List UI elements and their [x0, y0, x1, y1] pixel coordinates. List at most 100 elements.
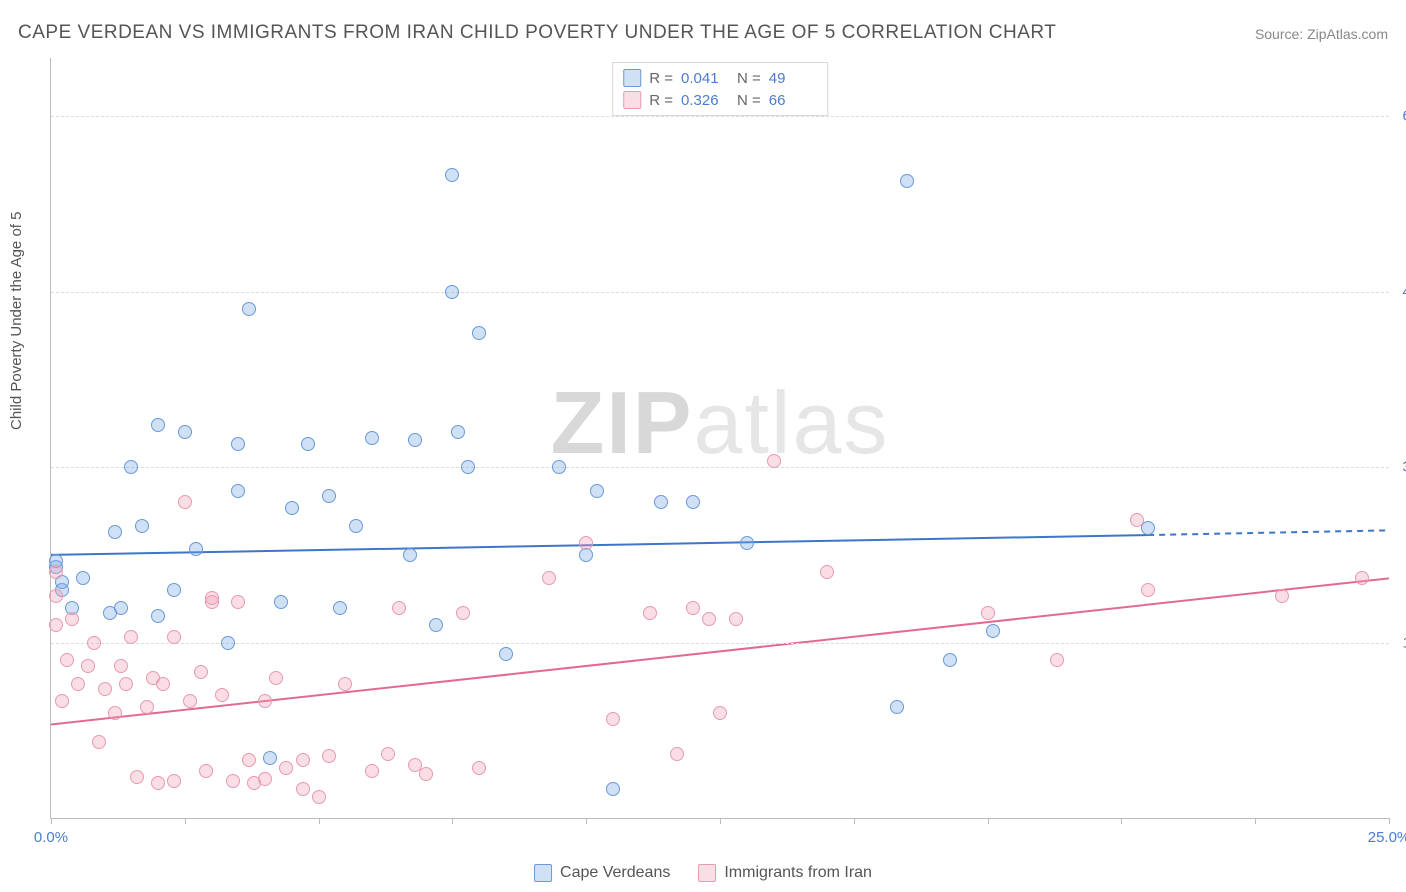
scatter-point [167, 630, 181, 644]
scatter-point [429, 618, 443, 632]
scatter-point [365, 431, 379, 445]
scatter-point [151, 418, 165, 432]
scatter-point [445, 285, 459, 299]
legend-stats-row: R = 0.326 N = 66 [623, 89, 817, 111]
scatter-point [338, 677, 352, 691]
scatter-point [205, 591, 219, 605]
scatter-point [472, 761, 486, 775]
scatter-point [151, 609, 165, 623]
r-value-blue: 0.041 [681, 70, 729, 87]
scatter-point [258, 694, 272, 708]
x-tick [988, 818, 989, 824]
scatter-point [986, 624, 1000, 638]
legend-swatch-blue [623, 69, 641, 87]
scatter-point [349, 519, 363, 533]
scatter-point [263, 751, 277, 765]
scatter-point [167, 583, 181, 597]
trend-line [51, 578, 1389, 724]
x-tick [1121, 818, 1122, 824]
scatter-point [108, 525, 122, 539]
legend-swatch-blue [534, 864, 552, 882]
y-tick-label: 45.0% [1395, 283, 1406, 300]
scatter-point [124, 630, 138, 644]
x-tick [1389, 818, 1390, 824]
scatter-point [445, 168, 459, 182]
scatter-point [124, 460, 138, 474]
watermark-bold: ZIP [551, 373, 694, 472]
scatter-point [499, 647, 513, 661]
scatter-point [231, 437, 245, 451]
scatter-point [242, 302, 256, 316]
scatter-point [643, 606, 657, 620]
x-tick [51, 818, 52, 824]
x-tick [185, 818, 186, 824]
scatter-point [108, 706, 122, 720]
scatter-point [542, 571, 556, 585]
plot-area: ZIPatlas R = 0.041 N = 49 R = 0.326 N = … [50, 58, 1389, 819]
trend-lines-layer [51, 58, 1389, 818]
scatter-point [333, 601, 347, 615]
scatter-point [156, 677, 170, 691]
chart-title: CAPE VERDEAN VS IMMIGRANTS FROM IRAN CHI… [18, 22, 1056, 44]
scatter-point [686, 601, 700, 615]
scatter-point [258, 772, 272, 786]
grid-line [51, 643, 1389, 644]
scatter-point [231, 484, 245, 498]
scatter-point [981, 606, 995, 620]
legend-stats: R = 0.041 N = 49 R = 0.326 N = 66 [612, 62, 828, 116]
scatter-point [226, 774, 240, 788]
scatter-point [194, 665, 208, 679]
scatter-point [472, 326, 486, 340]
legend-label: Cape Verdeans [560, 864, 670, 882]
scatter-point [1130, 513, 1144, 527]
scatter-point [1355, 571, 1369, 585]
x-tick [720, 818, 721, 824]
scatter-point [606, 782, 620, 796]
scatter-point [49, 589, 63, 603]
scatter-point [312, 790, 326, 804]
legend-stats-row: R = 0.041 N = 49 [623, 67, 817, 89]
scatter-point [269, 671, 283, 685]
x-tick [1255, 818, 1256, 824]
scatter-point [1141, 583, 1155, 597]
scatter-point [408, 433, 422, 447]
legend-label: Immigrants from Iran [724, 864, 872, 882]
scatter-point [654, 495, 668, 509]
scatter-point [403, 548, 417, 562]
watermark: ZIPatlas [551, 372, 890, 474]
scatter-point [151, 776, 165, 790]
scatter-point [451, 425, 465, 439]
n-label: N = [737, 92, 761, 109]
scatter-point [456, 606, 470, 620]
scatter-point [702, 612, 716, 626]
scatter-point [130, 770, 144, 784]
scatter-point [943, 653, 957, 667]
scatter-point [178, 495, 192, 509]
scatter-point [579, 536, 593, 550]
r-label: R = [649, 70, 673, 87]
legend-item: Immigrants from Iran [698, 864, 872, 882]
scatter-point [76, 571, 90, 585]
legend-bottom: Cape Verdeans Immigrants from Iran [534, 864, 872, 882]
source-label: Source: ZipAtlas.com [1255, 26, 1388, 42]
scatter-point [606, 712, 620, 726]
scatter-point [419, 767, 433, 781]
scatter-point [189, 542, 203, 556]
scatter-point [590, 484, 604, 498]
scatter-point [900, 174, 914, 188]
scatter-point [49, 565, 63, 579]
y-tick-label: 15.0% [1395, 634, 1406, 651]
scatter-point [98, 682, 112, 696]
scatter-point [296, 753, 310, 767]
scatter-point [890, 700, 904, 714]
scatter-point [242, 753, 256, 767]
legend-item: Cape Verdeans [534, 864, 670, 882]
x-tick [319, 818, 320, 824]
scatter-point [301, 437, 315, 451]
scatter-point [221, 636, 235, 650]
scatter-point [140, 700, 154, 714]
scatter-point [296, 782, 310, 796]
scatter-point [461, 460, 475, 474]
grid-line [51, 116, 1389, 117]
scatter-point [285, 501, 299, 515]
